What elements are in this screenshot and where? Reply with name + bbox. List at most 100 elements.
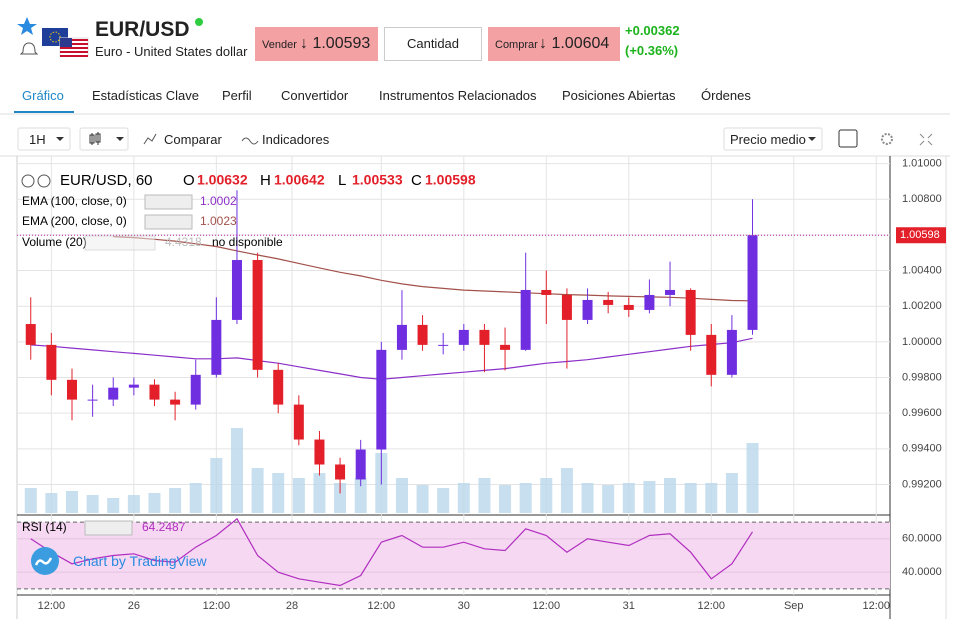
- ohlc-value: 1.00632: [197, 172, 248, 188]
- star-icon[interactable]: [17, 17, 37, 35]
- volume-bar: [86, 495, 99, 513]
- candle-body: [458, 329, 469, 345]
- volume-bar: [519, 483, 532, 513]
- volume-bar: [148, 493, 161, 513]
- status-dot: [195, 18, 203, 26]
- y-tick-label: 40.0000: [902, 566, 942, 578]
- tab[interactable]: Convertidor: [281, 88, 349, 103]
- volume-bar: [334, 483, 347, 513]
- candle-body: [190, 374, 201, 405]
- x-tick-label: 30: [458, 600, 470, 612]
- ema-line: [113, 236, 753, 302]
- candle-body: [706, 334, 717, 375]
- volume-bar: [499, 485, 512, 513]
- candle-body: [541, 289, 552, 295]
- x-tick-label: 12:00: [698, 600, 726, 612]
- x-tick-label: 28: [286, 600, 298, 612]
- tab[interactable]: Gráfico: [22, 88, 64, 103]
- last-price-label: 1.00598: [900, 229, 940, 241]
- x-tick-label: 12:00: [38, 600, 66, 612]
- candle-body: [376, 349, 387, 450]
- ohlc-key: L: [338, 172, 346, 189]
- fullscreen-icon[interactable]: [919, 133, 933, 146]
- sell-button[interactable]: Vender ↓ 1.00593: [255, 27, 378, 61]
- legend-name: EMA (100, close, 0): [22, 194, 127, 208]
- volume-bar: [725, 473, 738, 513]
- x-tick-label: 12:00: [862, 600, 890, 612]
- y-tick-label: 1.00400: [902, 264, 942, 276]
- tab[interactable]: Estadísticas Clave: [92, 88, 199, 103]
- y-tick-label: 1.00000: [902, 336, 942, 348]
- volume-bar: [251, 468, 264, 513]
- candle-body: [520, 289, 531, 350]
- candle-body: [170, 399, 181, 405]
- symbol-title: EUR/USD: [95, 18, 190, 41]
- volume-bar: [24, 488, 37, 513]
- x-tick-label: 12:00: [533, 600, 561, 612]
- legend-name: EMA (200, close, 0): [22, 214, 127, 228]
- candle-body: [726, 329, 737, 375]
- x-tick-label: 12:00: [368, 600, 396, 612]
- candle-body: [396, 324, 407, 350]
- candle-body: [582, 299, 593, 320]
- candle-body: [149, 384, 160, 400]
- interval-button[interactable]: [17, 127, 71, 151]
- volume-bar: [602, 485, 615, 513]
- price-type-button[interactable]: [723, 127, 823, 151]
- x-tick-label: 12:00: [203, 600, 231, 612]
- bell-icon[interactable]: [19, 42, 39, 55]
- y-tick-label: 0.99200: [902, 478, 942, 490]
- candle-body: [293, 404, 304, 440]
- indicators-icon[interactable]: [241, 137, 259, 145]
- candle-body: [479, 329, 490, 345]
- volume-bar: [107, 498, 120, 513]
- tradingview-logo: [31, 547, 59, 575]
- indicator-controls[interactable]: [84, 194, 193, 536]
- y-tick-label: 0.99400: [902, 443, 942, 455]
- y-tick-label: 1.00800: [902, 193, 942, 205]
- candle-body: [211, 319, 222, 375]
- candle-body: [25, 324, 36, 345]
- eu-stars: [49, 31, 61, 43]
- volume-bar: [478, 478, 491, 513]
- y-tick-label: 60.0000: [902, 533, 942, 545]
- buy-price: ↓ 1.00604: [539, 35, 610, 52]
- tab[interactable]: Perfil: [222, 88, 252, 103]
- compare-icon[interactable]: [143, 133, 157, 145]
- watermark: Chart by TradingView: [73, 553, 207, 569]
- indicators-button[interactable]: Indicadores: [262, 132, 330, 147]
- compare-circle-icon[interactable]: [37, 174, 51, 188]
- volume-bar: [230, 428, 243, 513]
- rsi-line: [30, 517, 754, 587]
- tab[interactable]: Órdenes: [701, 88, 751, 103]
- last-price-box: [896, 227, 946, 244]
- candle-body: [417, 324, 428, 345]
- volume-bar: [705, 483, 718, 513]
- candle-body: [623, 304, 634, 310]
- collapse-icon[interactable]: [21, 174, 35, 188]
- y-tick-label: 1.01000: [902, 157, 942, 169]
- y-tick-label: 1.00200: [902, 300, 942, 312]
- candle-body: [252, 260, 263, 370]
- candle-body: [335, 464, 346, 480]
- caret: [56, 137, 64, 141]
- ohlc-key: C: [411, 172, 422, 189]
- buy-button[interactable]: Comprar ↓ 1.00604: [488, 27, 620, 61]
- tab[interactable]: Instrumentos Relacionados: [379, 88, 537, 103]
- candle-body: [561, 294, 572, 320]
- compare-button[interactable]: Comparar: [164, 132, 222, 147]
- buy-label: Comprar: [495, 39, 538, 51]
- volume-bar: [292, 478, 305, 513]
- candle-body: [355, 449, 366, 480]
- volume-bar: [437, 488, 450, 513]
- settings-icon[interactable]: [881, 133, 893, 145]
- tab[interactable]: Posiciones Abiertas: [562, 88, 676, 103]
- checkbox[interactable]: [838, 129, 858, 148]
- ema-line: [30, 337, 753, 380]
- volume-bar: [210, 458, 223, 513]
- candle-body: [438, 344, 449, 346]
- legend-value: 64.2487: [142, 520, 186, 534]
- quantity-input[interactable]: Cantidad: [384, 27, 482, 61]
- ohlc-value: 1.00642: [274, 172, 325, 188]
